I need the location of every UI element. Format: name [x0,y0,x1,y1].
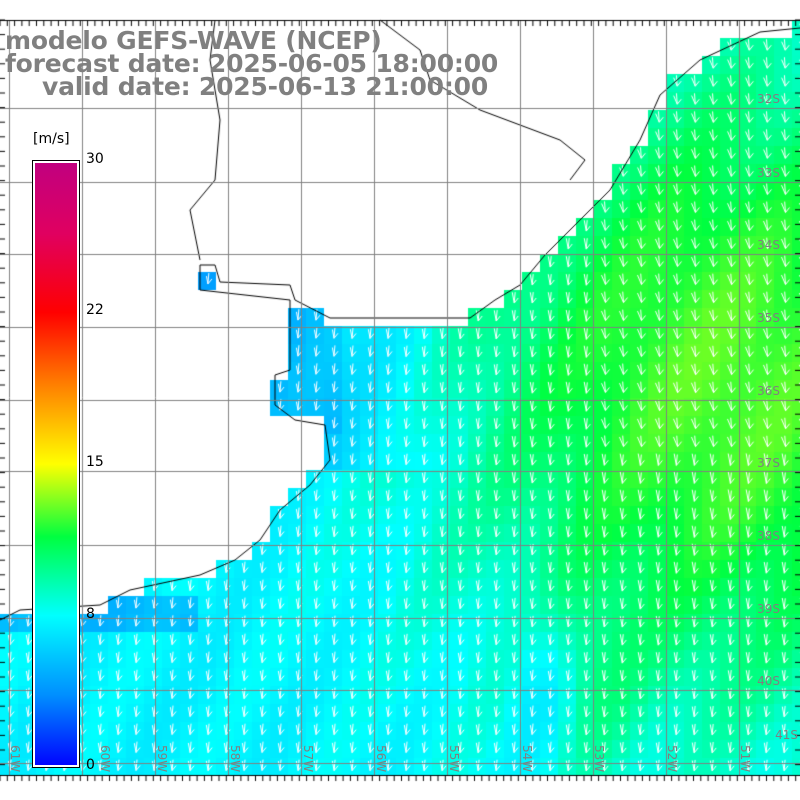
model-title: modelo GEFS-WAVE (NCEP) [5,26,382,55]
lon-label: 60W [98,745,112,773]
forecast-date: forecast date: 2025-06-05 18:00:00 [5,49,499,78]
lat-label: 34S [757,238,780,252]
lat-label: 32S [757,92,780,106]
lat-label: 41S [775,728,798,742]
colorbar-tick: 8 [86,606,95,622]
lon-label: 56W [374,745,388,773]
colorbar [32,160,80,768]
lat-label: 36S [757,384,780,398]
lon-label: 51W [738,745,752,773]
lat-label: 35S [757,311,780,325]
lon-label: 54W [520,745,534,773]
colorbar-unit: [m/s] [33,131,70,147]
lon-label: 55W [447,745,461,773]
lat-label: 38S [757,529,780,543]
lat-label: 33S [757,166,780,180]
lon-label: 59W [155,745,169,773]
lon-label: 58W [228,745,242,773]
lon-label: 57W [301,745,315,773]
valid-date: valid date: 2025-06-13 21:00:00 [42,72,489,101]
colorbar-tick: 30 [86,151,104,167]
lon-label: 61W [8,745,22,773]
lat-label: 39S [757,602,780,616]
lon-label: 52W [665,745,679,773]
lat-label: 37S [757,456,780,470]
lon-label: 53W [592,745,606,773]
colorbar-tick: 0 [86,757,95,773]
lat-label: 40S [757,674,780,688]
colorbar-tick: 22 [86,302,104,318]
colorbar-tick: 15 [86,454,104,470]
